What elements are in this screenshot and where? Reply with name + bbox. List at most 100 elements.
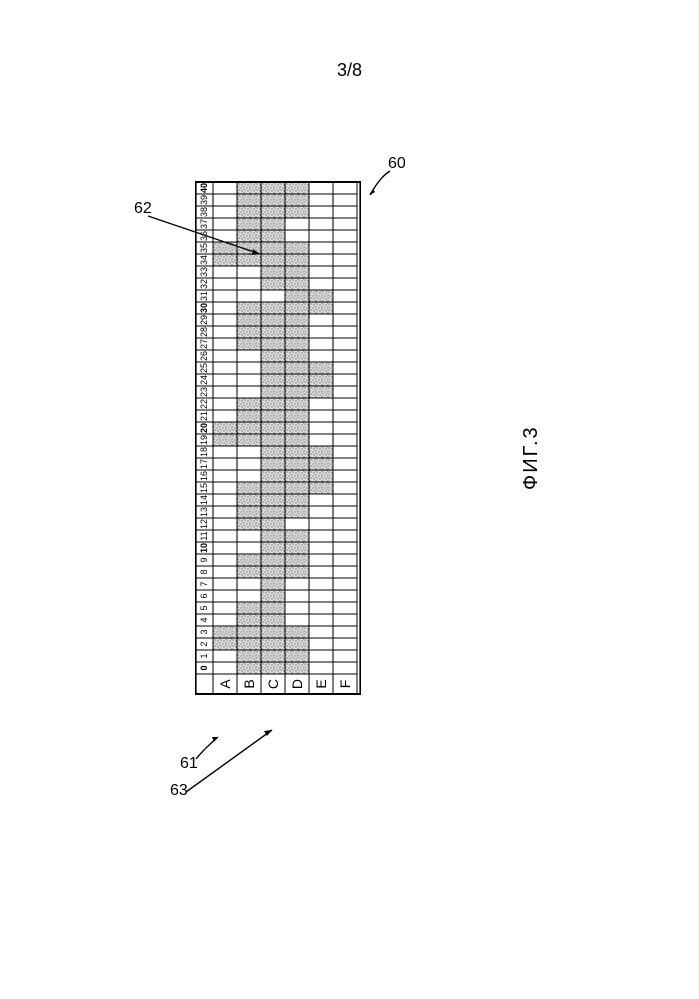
grid-cell	[213, 290, 237, 302]
col-header: 4	[199, 617, 209, 622]
col-header: 22	[199, 399, 209, 409]
grid-cell	[285, 530, 309, 542]
grid-cell	[261, 602, 285, 614]
grid-cell	[237, 350, 261, 362]
col-header: 19	[199, 435, 209, 445]
col-header: 16	[199, 471, 209, 481]
grid-cell	[237, 410, 261, 422]
grid-cell	[285, 638, 309, 650]
grid-cell	[261, 374, 285, 386]
grid-cell	[213, 326, 237, 338]
grid-cell	[237, 650, 261, 662]
grid-cell	[285, 650, 309, 662]
grid-cell	[261, 662, 285, 674]
grid-cell	[333, 446, 357, 458]
grid-cell	[261, 638, 285, 650]
grid-cell	[285, 542, 309, 554]
grid-cell	[309, 278, 333, 290]
grid-cell	[237, 542, 261, 554]
grid-cell	[261, 422, 285, 434]
grid-cell	[333, 662, 357, 674]
grid-cell	[333, 242, 357, 254]
grid-cell	[213, 518, 237, 530]
grid-cell	[261, 386, 285, 398]
grid-cell	[237, 194, 261, 206]
callout-60: 60	[388, 155, 406, 173]
grid-cell	[213, 494, 237, 506]
grid-cell	[261, 470, 285, 482]
grid-cell	[237, 446, 261, 458]
grid-cell	[333, 314, 357, 326]
grid-cell	[237, 458, 261, 470]
grid-cell	[333, 506, 357, 518]
grid-cell	[213, 530, 237, 542]
grid-cell	[237, 302, 261, 314]
grid-cell	[333, 398, 357, 410]
grid-cell	[333, 626, 357, 638]
col-header: 6	[199, 593, 209, 598]
col-header: 3	[199, 629, 209, 634]
grid-cell	[261, 302, 285, 314]
grid-cell	[261, 446, 285, 458]
grid-cell	[333, 590, 357, 602]
grid-cell	[285, 290, 309, 302]
grid-cell	[309, 230, 333, 242]
grid-cell	[333, 614, 357, 626]
grid-cell	[333, 470, 357, 482]
grid-cell	[309, 194, 333, 206]
grid-cell	[309, 398, 333, 410]
grid-cell	[285, 314, 309, 326]
grid-cell	[213, 410, 237, 422]
grid-cell	[285, 326, 309, 338]
grid-cell	[285, 494, 309, 506]
grid-cell	[309, 662, 333, 674]
grid-cell	[213, 626, 237, 638]
grid-cell	[309, 410, 333, 422]
grid-cell	[261, 278, 285, 290]
grid-cell	[213, 362, 237, 374]
grid-cell	[309, 290, 333, 302]
grid-cell	[333, 650, 357, 662]
col-header: 39	[199, 195, 209, 205]
grid-cell	[285, 302, 309, 314]
grid-cell	[333, 278, 357, 290]
grid-cell	[237, 338, 261, 350]
grid-cell	[285, 578, 309, 590]
col-header: 7	[199, 581, 209, 586]
grid-cell	[285, 362, 309, 374]
col-header: 31	[199, 291, 209, 301]
grid-cell	[309, 494, 333, 506]
grid-cell	[213, 458, 237, 470]
grid-cell	[237, 566, 261, 578]
grid-cell	[237, 326, 261, 338]
grid-cell	[333, 578, 357, 590]
grid-cell	[285, 518, 309, 530]
grid-cell	[213, 278, 237, 290]
grid-cell	[333, 326, 357, 338]
grid-cell	[285, 614, 309, 626]
grid-cell	[285, 470, 309, 482]
grid-cell	[309, 626, 333, 638]
grid-cell	[285, 590, 309, 602]
grid-cell	[333, 194, 357, 206]
col-header: 28	[199, 327, 209, 337]
callout-62: 62	[134, 200, 152, 218]
grid-cell	[213, 638, 237, 650]
grid-cell	[333, 422, 357, 434]
grid-cell	[237, 482, 261, 494]
grid-cell	[309, 566, 333, 578]
col-header: 23	[199, 387, 209, 397]
grid-cell	[213, 314, 237, 326]
grid-cell	[285, 602, 309, 614]
grid-cell	[261, 458, 285, 470]
grid-cell	[213, 434, 237, 446]
grid-cell	[309, 218, 333, 230]
grid-cell	[213, 578, 237, 590]
grid-cell	[213, 302, 237, 314]
grid-cell	[261, 614, 285, 626]
col-header: 15	[199, 483, 209, 493]
col-header: 27	[199, 339, 209, 349]
grid-cell	[309, 578, 333, 590]
col-header: 5	[199, 605, 209, 610]
grid-cell	[309, 518, 333, 530]
